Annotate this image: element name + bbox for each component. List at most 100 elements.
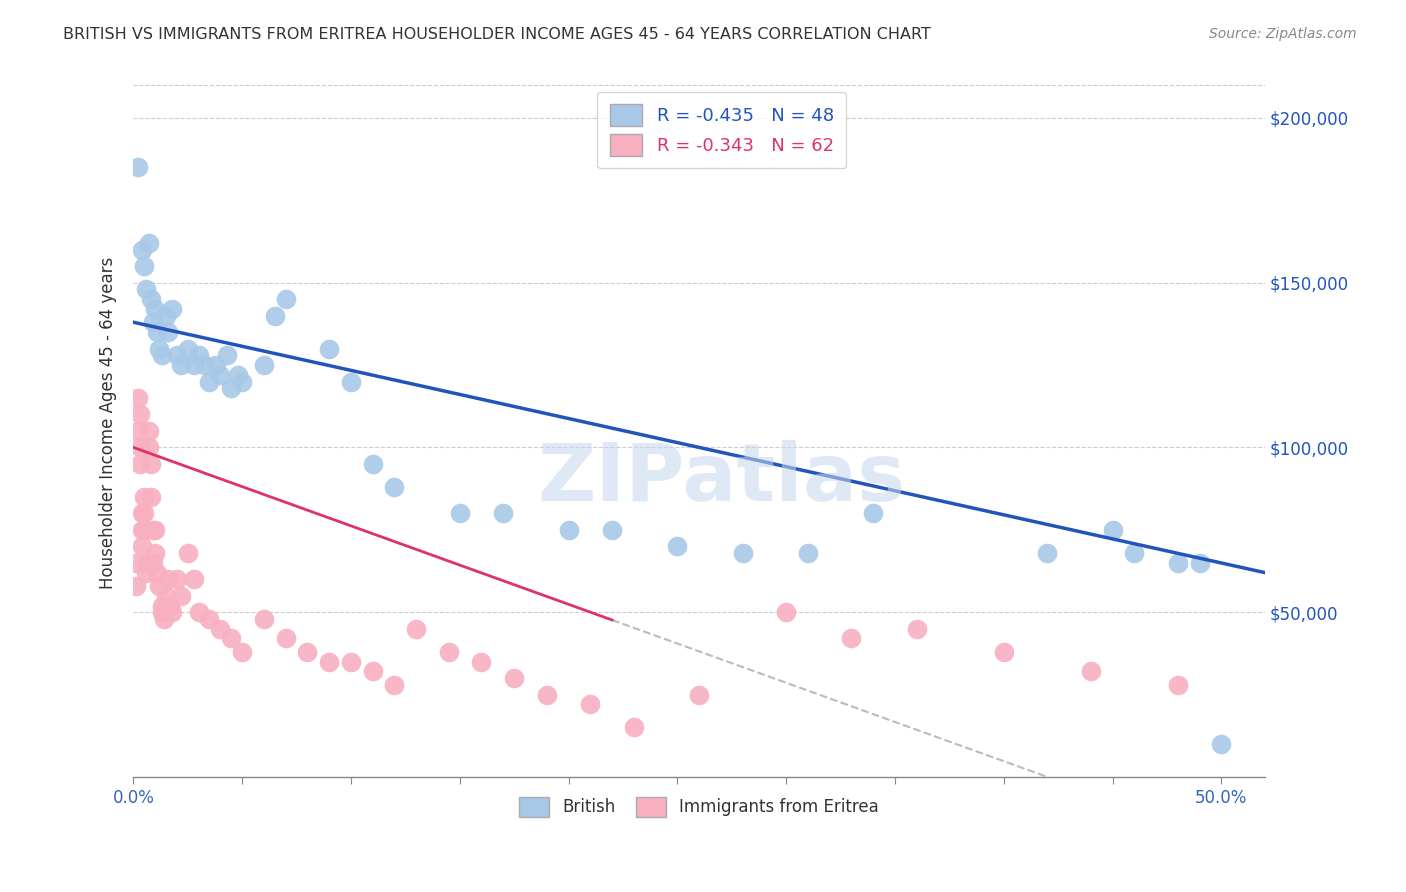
Point [731, 546, 754, 560]
Point [162, 605, 184, 619]
Point [127, 391, 149, 405]
Point [143, 546, 166, 560]
Point [170, 589, 193, 603]
Point [134, 490, 156, 504]
Point [600, 523, 623, 537]
Point [139, 490, 162, 504]
Point [274, 632, 297, 646]
Point [134, 523, 156, 537]
Point [148, 579, 170, 593]
Point [841, 632, 863, 646]
Point [152, 612, 174, 626]
Point [170, 358, 193, 372]
Point [138, 441, 160, 455]
Point [128, 441, 150, 455]
Point [131, 523, 153, 537]
Point [384, 480, 406, 494]
Point [135, 282, 157, 296]
Point [470, 655, 492, 669]
Point [1167, 556, 1189, 570]
Point [405, 622, 427, 636]
Point [159, 599, 181, 613]
Point [142, 556, 165, 570]
Point [862, 506, 884, 520]
Point [274, 292, 297, 306]
Point [124, 556, 146, 570]
Text: Source: ZipAtlas.com: Source: ZipAtlas.com [1209, 27, 1357, 41]
Point [1211, 737, 1233, 751]
Point [183, 358, 205, 372]
Point [557, 523, 579, 537]
Point [797, 546, 820, 560]
Point [127, 161, 149, 175]
Point [127, 424, 149, 438]
Point [1080, 665, 1102, 679]
Point [177, 546, 200, 560]
Point [775, 605, 797, 619]
Point [146, 325, 169, 339]
Point [666, 539, 689, 553]
Point [536, 688, 558, 702]
Point [318, 342, 340, 356]
Legend: British, Immigrants from Eritrea: British, Immigrants from Eritrea [510, 789, 887, 825]
Point [263, 309, 285, 323]
Point [219, 381, 242, 395]
Point [231, 645, 253, 659]
Point [231, 375, 253, 389]
Point [198, 375, 221, 389]
Point [993, 645, 1015, 659]
Point [128, 457, 150, 471]
Point [139, 457, 162, 471]
Point [139, 292, 162, 306]
Point [340, 375, 363, 389]
Point [205, 358, 228, 372]
Y-axis label: Householder Income Ages 45 - 64 years: Householder Income Ages 45 - 64 years [100, 257, 117, 589]
Point [579, 698, 602, 712]
Point [340, 655, 363, 669]
Point [150, 599, 173, 613]
Point [688, 688, 710, 702]
Point [449, 506, 471, 520]
Point [166, 572, 188, 586]
Point [131, 243, 153, 257]
Text: BRITISH VS IMMIGRANTS FROM ERITREA HOUSEHOLDER INCOME AGES 45 - 64 YEARS CORRELA: BRITISH VS IMMIGRANTS FROM ERITREA HOUSE… [63, 27, 931, 42]
Point [361, 457, 384, 471]
Point [177, 342, 200, 356]
Point [135, 556, 157, 570]
Point [131, 506, 153, 520]
Point [146, 566, 169, 580]
Text: ZIPatlas: ZIPatlas [537, 441, 905, 518]
Point [128, 408, 150, 422]
Point [135, 566, 157, 580]
Point [138, 424, 160, 438]
Point [183, 572, 205, 586]
Point [150, 348, 173, 362]
Point [209, 622, 232, 636]
Point [384, 678, 406, 692]
Point [143, 301, 166, 316]
Point [155, 309, 177, 323]
Point [1101, 523, 1123, 537]
Point [226, 368, 249, 382]
Point [361, 665, 384, 679]
Point [134, 259, 156, 273]
Point [1123, 546, 1146, 560]
Point [492, 506, 515, 520]
Point [437, 645, 460, 659]
Point [1188, 556, 1211, 570]
Point [194, 358, 217, 372]
Point [150, 605, 173, 619]
Point [155, 589, 177, 603]
Point [219, 632, 242, 646]
Point [215, 348, 238, 362]
Point [138, 236, 160, 251]
Point [905, 622, 928, 636]
Point [318, 655, 340, 669]
Point [157, 325, 180, 339]
Point [297, 645, 319, 659]
Point [166, 348, 188, 362]
Point [143, 523, 166, 537]
Point [1036, 546, 1059, 560]
Point [187, 348, 209, 362]
Point [142, 523, 165, 537]
